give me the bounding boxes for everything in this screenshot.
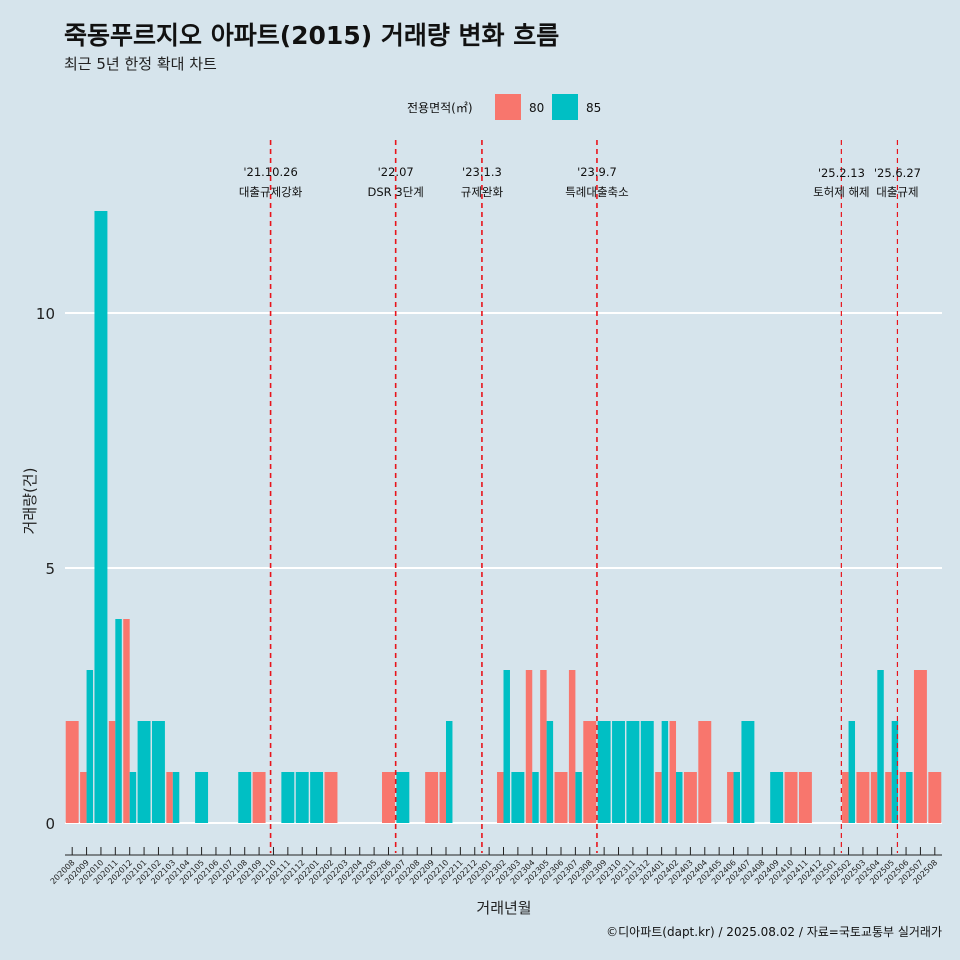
event-label-5: 대출규제 <box>876 185 918 199</box>
bar-202306-80 <box>554 772 568 823</box>
bar-202305-85 <box>546 721 554 823</box>
bar-202011-85 <box>115 619 122 823</box>
event-date-4: '25.2.13 <box>818 166 865 180</box>
bar-202309-85 <box>597 721 611 823</box>
bar-202506-80 <box>899 772 907 823</box>
bar-202011-80 <box>108 721 116 823</box>
event-markers: '21.10.26 대출규제강화 '22.07 DSR 3단계 '23.1.3 규제완화 '… <box>239 140 921 853</box>
bar-202202-80 <box>324 772 338 823</box>
bar-202201-85 <box>310 772 324 823</box>
x-axis-label: 거래년월 <box>476 899 531 917</box>
event-date-1: '22.07 <box>378 165 414 179</box>
bar-202508-80 <box>928 772 942 823</box>
bar-202009-80 <box>80 772 87 823</box>
y-tick-label-10: 10 <box>36 305 55 323</box>
event-date-2: '23.1.3 <box>462 165 502 179</box>
event-date-3: '23.9.7 <box>577 165 617 179</box>
bar-202103-85 <box>172 772 180 823</box>
y-axis-ticks: 0 5 10 <box>36 305 55 833</box>
bar-202401-85 <box>661 721 669 823</box>
event-label-2: 규제완화 <box>461 185 504 199</box>
bar-202102-85 <box>151 721 165 823</box>
bar-202505-85 <box>891 721 899 823</box>
bar-202310-85 <box>612 721 625 823</box>
bar-202112-85 <box>295 772 309 823</box>
bar-202302-85 <box>503 670 510 823</box>
bar-202504-80 <box>870 772 878 823</box>
bar-202209-80 <box>425 772 439 823</box>
bar-202312-85 <box>640 721 654 823</box>
bar-202108-85 <box>238 772 252 823</box>
bar-202307-80 <box>568 670 576 823</box>
bar-202101-85 <box>137 721 151 823</box>
bar-202409-85 <box>770 772 784 823</box>
legend-title: 전용면적(㎡) <box>407 101 473 115</box>
bar-202506-85 <box>906 772 913 823</box>
y-tick-label-5: 5 <box>45 560 55 578</box>
bar-202507-80 <box>913 670 927 823</box>
bar-202207-85 <box>396 772 410 823</box>
event-label-1: DSR 3단계 <box>368 185 424 199</box>
bar-202402-80 <box>669 721 677 823</box>
y-axis-label: 거래량(건) <box>21 468 39 535</box>
event-label-4: 토허제 해제 <box>813 185 870 199</box>
y-tick-label-0: 0 <box>45 815 55 833</box>
bar-202008-80 <box>65 721 79 823</box>
event-date-5: '25.6.27 <box>874 166 921 180</box>
bar-202304-85 <box>532 772 539 823</box>
bar-202303-85 <box>511 772 525 823</box>
bar-202402-85 <box>676 772 683 823</box>
bar-202210-85 <box>445 721 453 823</box>
bar-202502-80 <box>842 772 849 823</box>
bar-202504-85 <box>877 670 884 823</box>
event-label-0: 대출규제강화 <box>239 185 303 199</box>
legend-label-80: 80 <box>529 101 544 115</box>
bar-202103-80 <box>166 772 173 823</box>
legend-swatch-80 <box>495 94 521 120</box>
bar-202407-85 <box>741 721 755 823</box>
caption: ©디아파트(dapt.kr) / 2025.08.02 / 자료=국토교통부 실… <box>606 925 942 939</box>
bar-202406-80 <box>727 772 734 823</box>
bar-202111-85 <box>281 772 295 823</box>
bar-202012-85 <box>129 772 137 823</box>
bar-202302-80 <box>497 772 504 823</box>
event-label-3: 특례대출축소 <box>565 185 628 199</box>
bar-202308-80 <box>583 721 597 823</box>
bar-202406-85 <box>733 772 740 823</box>
bar-202105-85 <box>195 772 209 823</box>
bar-202009-85 <box>86 670 94 823</box>
legend-label-85: 85 <box>586 101 601 115</box>
chart-title: 죽동푸르지오 아파트(2015) 거래량 변화 흐름 <box>64 21 559 50</box>
bar-202304-80 <box>525 670 533 823</box>
bar-202311-85 <box>626 721 640 823</box>
bar-202307-85 <box>575 772 582 823</box>
bar-202210-80 <box>439 772 446 823</box>
chart-subtitle: 최근 5년 한정 확대 차트 <box>64 55 217 73</box>
bar-202109-80 <box>252 772 266 823</box>
bar-202505-80 <box>885 772 892 823</box>
bar-202010-85 <box>94 211 108 823</box>
legend-swatch-85 <box>552 94 578 120</box>
bar-202206-80 <box>382 772 395 823</box>
bar-202404-80 <box>698 721 712 823</box>
x-axis: 2020082020092020102020112020122021012021… <box>49 847 942 886</box>
event-date-0: '21.10.26 <box>243 165 297 179</box>
bars <box>65 211 942 823</box>
bar-202502-85 <box>848 721 856 823</box>
bar-202403-80 <box>683 772 697 823</box>
bar-202410-80 <box>784 772 798 823</box>
bar-202305-80 <box>540 670 547 823</box>
bar-202411-80 <box>798 772 812 823</box>
bar-202401-80 <box>655 772 662 823</box>
bar-202503-80 <box>856 772 870 823</box>
legend: 전용면적(㎡) 80 85 <box>407 94 601 120</box>
bar-202012-80 <box>123 619 130 823</box>
